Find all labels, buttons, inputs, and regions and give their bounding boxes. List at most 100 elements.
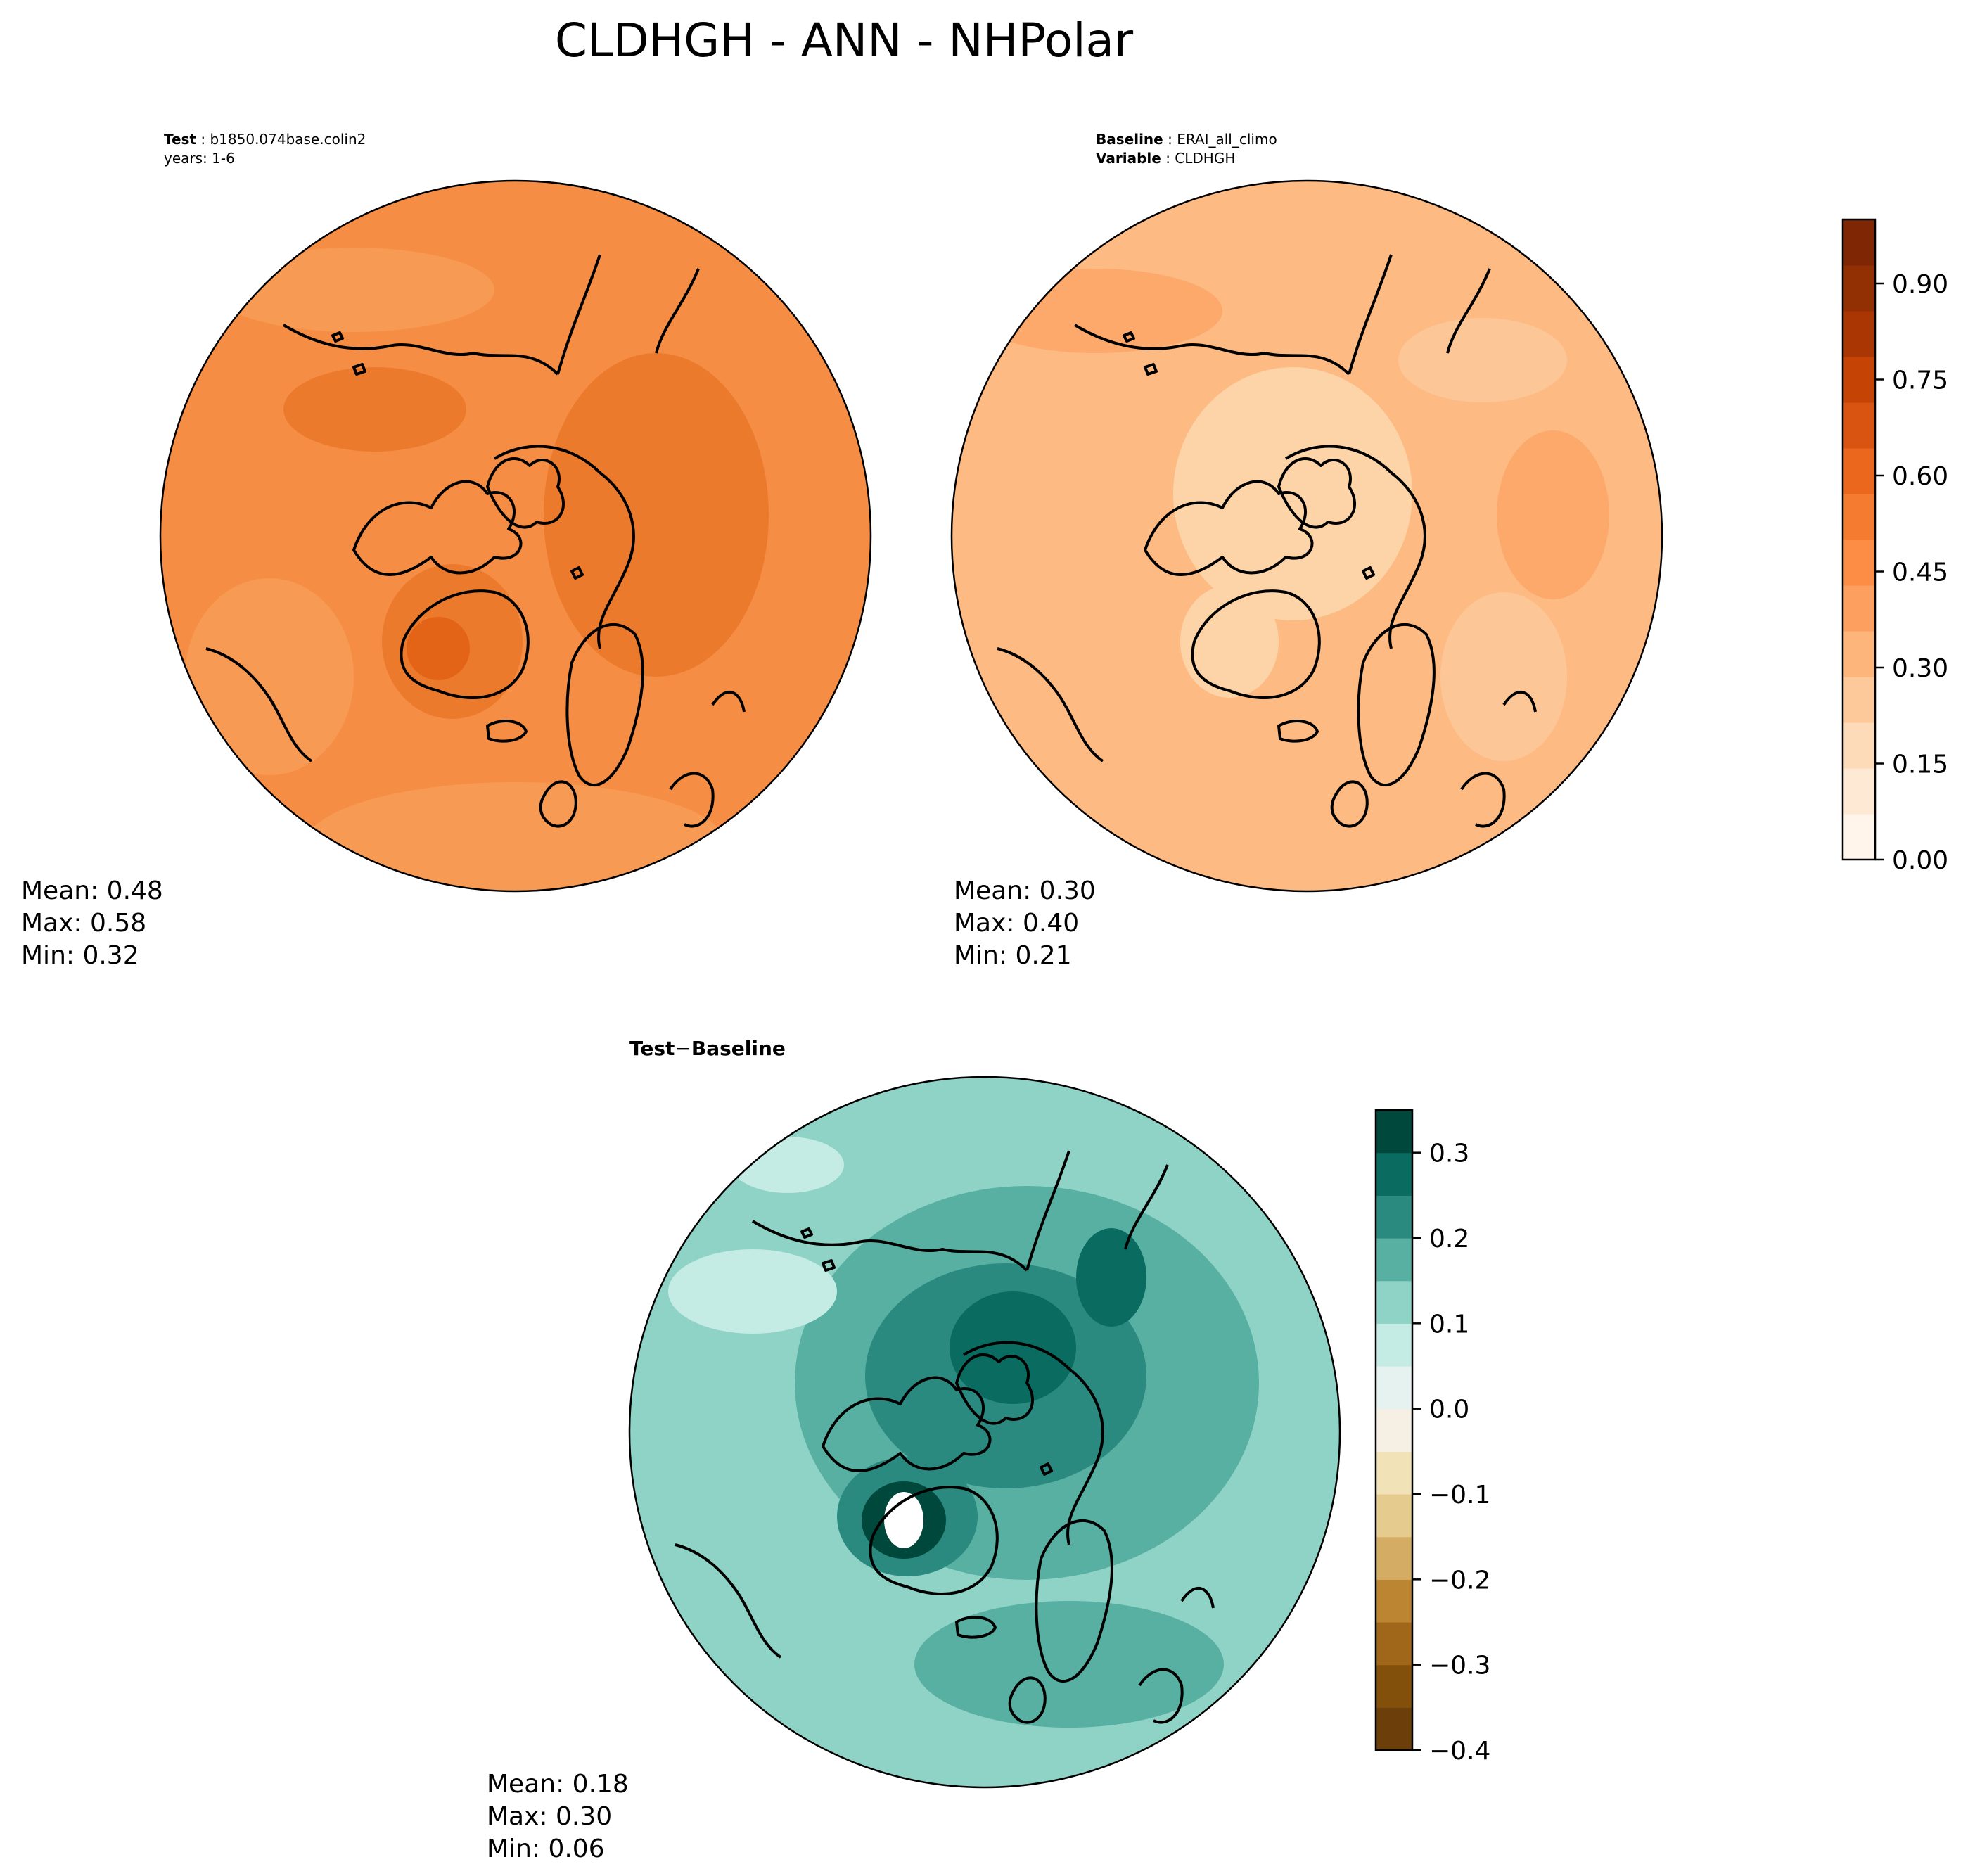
baseline-variable: Variable : CLDHGH	[1096, 150, 1235, 167]
main-colorbar-tick-label: 0.45	[1892, 559, 1948, 587]
diff-mean: Mean: 0.18	[487, 1770, 629, 1799]
diff-colorbar-tick-label: 0.0	[1429, 1396, 1469, 1424]
diff-map-contour	[668, 1249, 837, 1334]
test-panel: Test : b1850.074base.colin2 years: 1-6 M…	[21, 131, 872, 970]
test-label-key: Test	[164, 131, 196, 148]
test-map-contour	[283, 367, 466, 452]
diff-colorbar-frame	[1374, 1109, 1414, 1751]
diff-colorbar-level	[1376, 1280, 1412, 1324]
test-map-contour	[407, 617, 470, 680]
diff-colorbar-tick-label: 0.2	[1429, 1225, 1469, 1253]
diff-colorbar-level	[1376, 1152, 1412, 1196]
diff-colorbar-tick-label: 0.3	[1429, 1140, 1469, 1168]
baseline-label: Baseline : ERAI_all_climo	[1096, 131, 1277, 148]
test-label: Test : b1850.074base.colin2	[164, 131, 366, 148]
diff-colorbar-tick-label: −0.3	[1429, 1652, 1490, 1680]
main-colorbar-level	[1843, 768, 1875, 815]
diff-colorbar-level	[1376, 1622, 1412, 1666]
diff-map-border	[628, 1076, 1341, 1789]
main-colorbar-level	[1843, 585, 1875, 632]
main-colorbar-level	[1843, 722, 1875, 769]
baseline-map-contour	[1180, 585, 1279, 698]
baseline-variable-sep: :	[1161, 150, 1175, 167]
diff-colorbar-tick-label: 0.1	[1429, 1310, 1469, 1339]
diff-map-contour	[731, 1137, 844, 1193]
diff-colorbar-level	[1376, 1451, 1412, 1495]
diff-colorbar-level	[1376, 1238, 1412, 1282]
baseline-map-border	[950, 179, 1663, 893]
main-colorbar-tick-label: 0.75	[1892, 366, 1948, 395]
main-colorbar-tick-label: 0.00	[1892, 846, 1948, 875]
main-colorbar-tick-label: 0.60	[1892, 462, 1948, 491]
baseline-label-sep: :	[1163, 131, 1177, 148]
baseline-panel: Baseline : ERAI_all_climo Variable : CLD…	[950, 131, 1663, 970]
diff-colorbar-tick-label: −0.1	[1429, 1481, 1490, 1510]
baseline-map-contour	[1497, 430, 1609, 599]
diff-min: Min: 0.06	[487, 1834, 605, 1863]
main-colorbar-level	[1843, 677, 1875, 723]
diff-panel: Test−Baseline Mean: 0.18	[487, 1037, 1341, 1863]
main-colorbar-tick-label: 0.15	[1892, 751, 1948, 779]
main-colorbar-level	[1843, 631, 1875, 677]
baseline-label-value: ERAI_all_climo	[1177, 131, 1277, 148]
test-label-sep: :	[196, 131, 210, 148]
test-mean: Mean: 0.48	[21, 876, 163, 905]
diff-colorbar-level	[1376, 1110, 1412, 1154]
main-colorbar-tick-label: 0.90	[1892, 270, 1948, 299]
test-max: Max: 0.58	[21, 909, 146, 938]
diff-colorbar-level	[1376, 1366, 1412, 1410]
diff-map-contour	[884, 1492, 923, 1548]
baseline-max: Max: 0.40	[954, 909, 1079, 938]
baseline-label-key: Baseline	[1096, 131, 1163, 148]
test-years: years: 1-6	[164, 150, 235, 167]
diff-title-baseline: Baseline	[691, 1037, 786, 1060]
baseline-variable-value: CLDHGH	[1175, 150, 1235, 167]
main-colorbar-level	[1843, 814, 1875, 860]
baseline-min: Min: 0.21	[954, 941, 1072, 970]
main-colorbar-level	[1843, 494, 1875, 540]
diff-colorbar-level	[1376, 1536, 1412, 1580]
diff-colorbar: −0.4 −0.3 −0.2 −0.1 0.0 0.1 0.2 0.3	[1374, 1109, 1490, 1766]
test-map-contour	[213, 248, 494, 332]
diff-title-test: Test	[629, 1037, 675, 1060]
diff-colorbar-tick-label: −0.4	[1429, 1737, 1490, 1766]
diff-colorbar-level	[1376, 1494, 1412, 1538]
baseline-map-contour	[1398, 318, 1567, 402]
main-colorbar-tick-label: 0.30	[1892, 654, 1948, 683]
diff-colorbar-level	[1376, 1579, 1412, 1623]
test-map-contour	[185, 578, 354, 775]
diff-max: Max: 0.30	[487, 1802, 612, 1831]
main-colorbar-level	[1843, 540, 1875, 586]
main-colorbar-level	[1843, 219, 1875, 266]
main-colorbar-level	[1843, 402, 1875, 449]
main-colorbar-frame	[1841, 218, 1877, 861]
diff-map-contour	[1076, 1228, 1146, 1327]
diff-map-contour	[950, 1291, 1076, 1404]
main-colorbar-level	[1843, 265, 1875, 312]
diff-colorbar-level	[1376, 1707, 1412, 1751]
diff-colorbar-level	[1376, 1195, 1412, 1239]
main-colorbar: 0.00 0.15 0.30 0.45 0.60 0.75 0.90	[1841, 218, 1948, 875]
baseline-map-contour	[1440, 592, 1567, 761]
test-map-contour	[305, 782, 727, 891]
figure-title: CLDHGH - ANN - NHPolar	[555, 13, 1134, 68]
diff-colorbar-level	[1376, 1408, 1412, 1452]
diff-title-op: −	[675, 1037, 691, 1060]
test-label-value: b1850.074base.colin2	[210, 131, 366, 148]
baseline-variable-key: Variable	[1096, 150, 1161, 167]
test-map-border	[159, 179, 872, 893]
diff-colorbar-level	[1376, 1323, 1412, 1367]
diff-title: Test−Baseline	[629, 1037, 786, 1060]
test-min: Min: 0.32	[21, 941, 139, 970]
test-map	[159, 179, 872, 893]
diff-map	[628, 1076, 1341, 1789]
main-colorbar-level	[1843, 448, 1875, 494]
diff-colorbar-level	[1376, 1664, 1412, 1708]
baseline-map	[950, 179, 1663, 893]
baseline-map-contour	[969, 269, 1222, 353]
main-colorbar-level	[1843, 357, 1875, 403]
baseline-mean: Mean: 0.30	[954, 876, 1096, 905]
diff-colorbar-tick-label: −0.2	[1429, 1566, 1490, 1595]
main-colorbar-level	[1843, 311, 1875, 357]
